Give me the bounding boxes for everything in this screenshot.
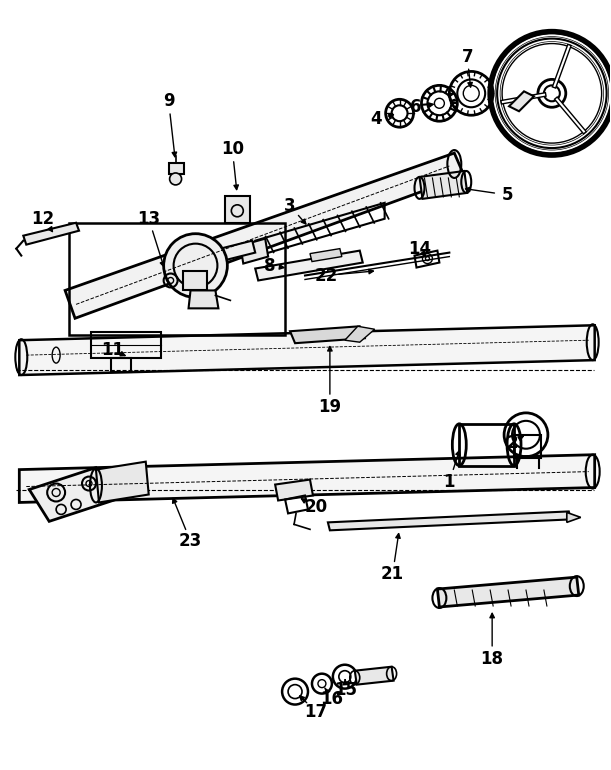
Polygon shape xyxy=(437,578,579,607)
Polygon shape xyxy=(290,326,365,343)
Polygon shape xyxy=(29,467,116,521)
Polygon shape xyxy=(23,223,79,245)
Polygon shape xyxy=(181,241,255,270)
Polygon shape xyxy=(65,153,464,318)
Text: 12: 12 xyxy=(32,209,55,228)
Polygon shape xyxy=(20,454,595,503)
Text: 21: 21 xyxy=(381,565,404,583)
Text: 20: 20 xyxy=(304,498,327,517)
Text: 15: 15 xyxy=(334,681,357,698)
Text: 3: 3 xyxy=(284,197,296,215)
Polygon shape xyxy=(255,250,363,280)
Polygon shape xyxy=(20,325,595,375)
Polygon shape xyxy=(328,511,571,531)
Text: 11: 11 xyxy=(101,341,125,359)
Text: 2: 2 xyxy=(507,434,518,452)
Text: 4: 4 xyxy=(370,110,381,129)
Polygon shape xyxy=(420,171,467,199)
Polygon shape xyxy=(189,290,218,308)
Polygon shape xyxy=(345,326,375,342)
Text: 13: 13 xyxy=(137,209,160,228)
Circle shape xyxy=(164,233,227,297)
Polygon shape xyxy=(275,480,313,500)
Text: 19: 19 xyxy=(318,398,342,416)
Text: 10: 10 xyxy=(221,140,244,158)
Polygon shape xyxy=(567,512,580,522)
Polygon shape xyxy=(225,196,251,223)
Circle shape xyxy=(170,173,181,185)
Polygon shape xyxy=(96,462,148,503)
Text: 23: 23 xyxy=(179,532,202,551)
Text: 6: 6 xyxy=(410,99,421,116)
Text: 22: 22 xyxy=(314,266,337,284)
Text: 14: 14 xyxy=(408,239,431,258)
Text: 9: 9 xyxy=(163,92,174,110)
Text: 8: 8 xyxy=(265,256,276,275)
Text: 16: 16 xyxy=(320,690,343,708)
Polygon shape xyxy=(240,239,268,263)
Polygon shape xyxy=(509,92,534,111)
Text: 1: 1 xyxy=(444,473,455,490)
Polygon shape xyxy=(183,270,208,290)
Text: 18: 18 xyxy=(481,650,503,668)
Polygon shape xyxy=(355,667,393,685)
Polygon shape xyxy=(169,163,183,174)
Text: 17: 17 xyxy=(304,702,327,721)
Polygon shape xyxy=(310,249,342,262)
Text: 5: 5 xyxy=(502,186,513,204)
Text: 7: 7 xyxy=(461,48,473,65)
